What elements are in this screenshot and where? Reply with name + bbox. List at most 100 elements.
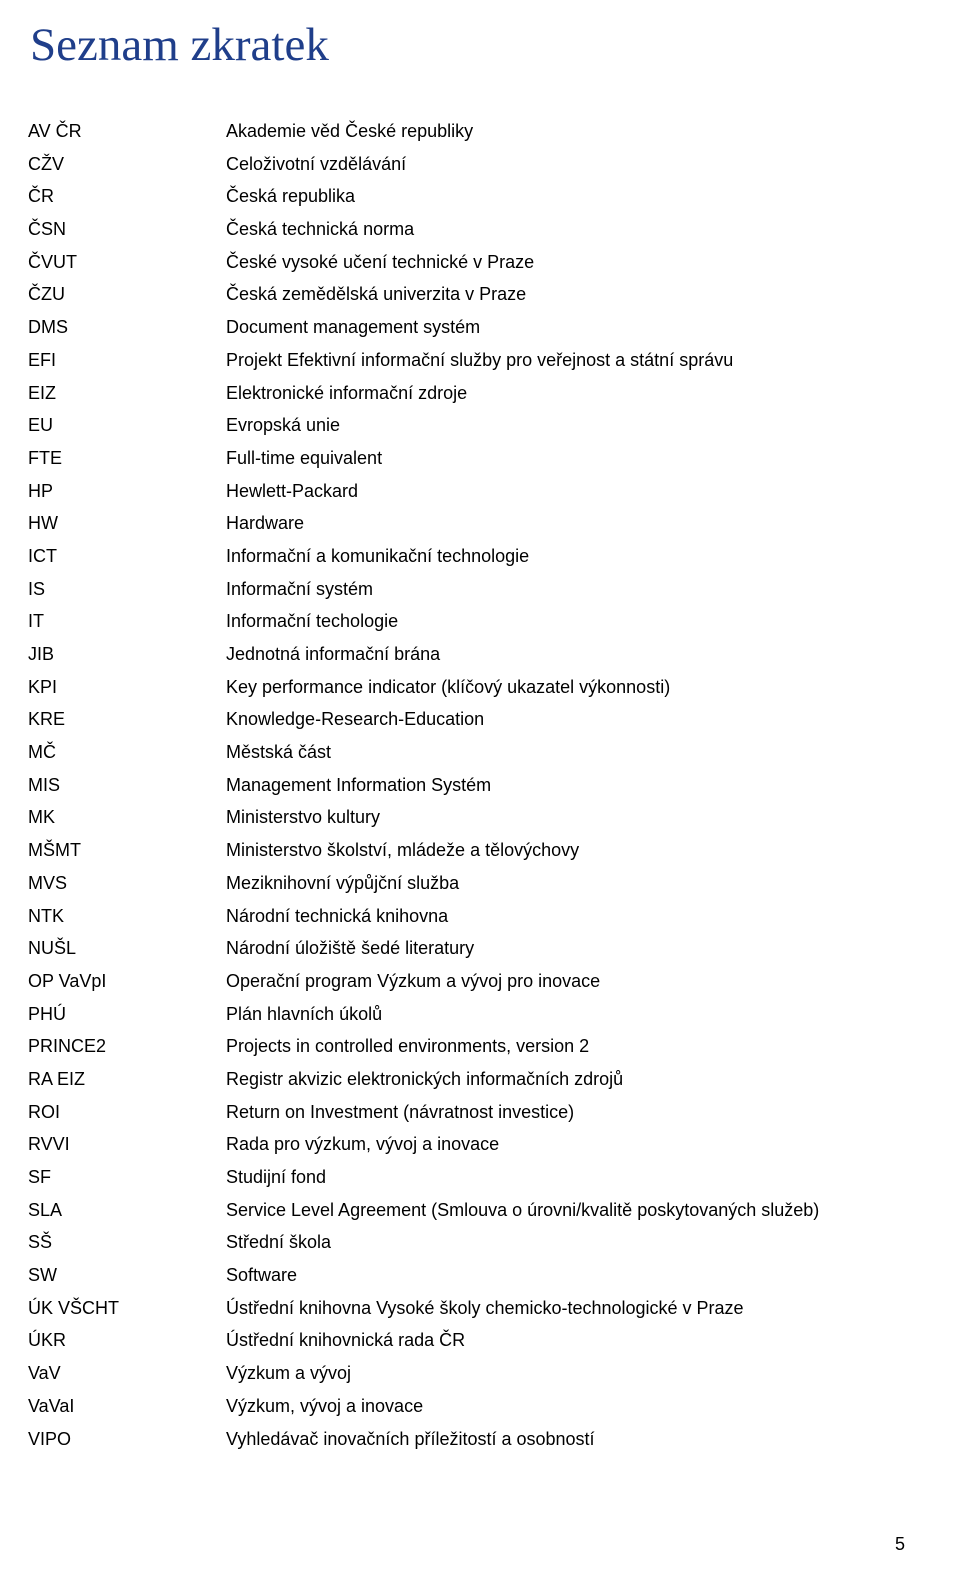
abbrev-cell: PRINCE2: [28, 1037, 226, 1070]
abbrev-cell: FTE: [28, 449, 226, 482]
abbrev-cell: VaVaI: [28, 1397, 226, 1430]
table-row: PHÚPlán hlavních úkolů: [28, 1005, 910, 1038]
abbrev-cell: HW: [28, 514, 226, 547]
table-row: PRINCE2Projects in controlled environmen…: [28, 1037, 910, 1070]
abbrev-cell: ÚKR: [28, 1331, 226, 1364]
table-row: NTKNárodní technická knihovna: [28, 907, 910, 940]
abbrev-cell: RVVI: [28, 1135, 226, 1168]
definition-cell: Ministerstvo kultury: [226, 808, 910, 841]
definition-cell: Vyhledávač inovačních příležitostí a oso…: [226, 1430, 910, 1463]
abbrev-cell: EIZ: [28, 384, 226, 417]
abbrev-cell: MŠMT: [28, 841, 226, 874]
definition-cell: Informační systém: [226, 580, 910, 613]
definition-cell: Výzkum, vývoj a inovace: [226, 1397, 910, 1430]
abbrev-cell: CŽV: [28, 155, 226, 188]
definition-cell: Národní úložiště šedé literatury: [226, 939, 910, 972]
abbrev-cell: EFI: [28, 351, 226, 384]
definition-cell: Střední škola: [226, 1233, 910, 1266]
definition-cell: Return on Investment (návratnost investi…: [226, 1103, 910, 1136]
definition-cell: Rada pro výzkum, vývoj a inovace: [226, 1135, 910, 1168]
table-row: VIPOVyhledávač inovačních příležitostí a…: [28, 1430, 910, 1463]
table-row: MČMěstská část: [28, 743, 910, 776]
table-row: NUŠLNárodní úložiště šedé literatury: [28, 939, 910, 972]
table-row: MVSMeziknihovní výpůjční služba: [28, 874, 910, 907]
definition-cell: Hardware: [226, 514, 910, 547]
definition-cell: Elektronické informační zdroje: [226, 384, 910, 417]
abbrev-cell: ČZU: [28, 285, 226, 318]
definition-cell: Akademie věd České republiky: [226, 122, 910, 155]
table-row: ISInformační systém: [28, 580, 910, 613]
abbrev-cell: DMS: [28, 318, 226, 351]
table-row: ČZUČeská zemědělská univerzita v Praze: [28, 285, 910, 318]
definition-cell: Knowledge-Research-Education: [226, 710, 910, 743]
abbrev-cell: PHÚ: [28, 1005, 226, 1038]
table-row: CŽVCeloživotní vzdělávání: [28, 155, 910, 188]
table-row: SWSoftware: [28, 1266, 910, 1299]
abbrev-cell: ROI: [28, 1103, 226, 1136]
table-row: ICTInformační a komunikační technologie: [28, 547, 910, 580]
definition-cell: Městská část: [226, 743, 910, 776]
abbrev-cell: NUŠL: [28, 939, 226, 972]
definition-cell: Projekt Efektivní informační služby pro …: [226, 351, 910, 384]
abbrev-cell: AV ČR: [28, 122, 226, 155]
definition-cell: Ministerstvo školství, mládeže a tělovýc…: [226, 841, 910, 874]
abbrev-cell: JIB: [28, 645, 226, 678]
table-row: OP VaVpIOperační program Výzkum a vývoj …: [28, 972, 910, 1005]
table-row: ČVUTČeské vysoké učení technické v Praze: [28, 253, 910, 286]
table-row: SFStudijní fond: [28, 1168, 910, 1201]
definition-cell: Plán hlavních úkolů: [226, 1005, 910, 1038]
abbrev-cell: VaV: [28, 1364, 226, 1397]
definition-cell: Výzkum a vývoj: [226, 1364, 910, 1397]
abbrev-cell: MIS: [28, 776, 226, 809]
definition-cell: Ústřední knihovna Vysoké školy chemicko-…: [226, 1299, 910, 1332]
table-row: MISManagement Information Systém: [28, 776, 910, 809]
table-row: SŠStřední škola: [28, 1233, 910, 1266]
abbrev-cell: MČ: [28, 743, 226, 776]
table-row: SLAService Level Agreement (Smlouva o úr…: [28, 1201, 910, 1234]
abbrev-cell: ČR: [28, 187, 226, 220]
definition-cell: Česká zemědělská univerzita v Praze: [226, 285, 910, 318]
table-row: JIBJednotná informační brána: [28, 645, 910, 678]
abbrev-cell: ÚK VŠCHT: [28, 1299, 226, 1332]
table-row: KREKnowledge-Research-Education: [28, 710, 910, 743]
table-row: RVVIRada pro výzkum, vývoj a inovace: [28, 1135, 910, 1168]
abbrev-cell: EU: [28, 416, 226, 449]
abbrev-cell: NTK: [28, 907, 226, 940]
abbreviation-table: AV ČRAkademie věd České republikyCŽVCelo…: [28, 122, 910, 1462]
definition-cell: Management Information Systém: [226, 776, 910, 809]
table-row: ÚK VŠCHTÚstřední knihovna Vysoké školy c…: [28, 1299, 910, 1332]
table-row: VaVaIVýzkum, vývoj a inovace: [28, 1397, 910, 1430]
table-row: ČRČeská republika: [28, 187, 910, 220]
table-row: ROIReturn on Investment (návratnost inve…: [28, 1103, 910, 1136]
abbrev-cell: KPI: [28, 678, 226, 711]
abbrev-cell: RA EIZ: [28, 1070, 226, 1103]
table-row: ITInformační techologie: [28, 612, 910, 645]
table-row: HPHewlett-Packard: [28, 482, 910, 515]
abbrev-cell: HP: [28, 482, 226, 515]
table-row: EFIProjekt Efektivní informační služby p…: [28, 351, 910, 384]
abbrev-cell: ČSN: [28, 220, 226, 253]
abbrev-cell: KRE: [28, 710, 226, 743]
table-row: HWHardware: [28, 514, 910, 547]
definition-cell: České vysoké učení technické v Praze: [226, 253, 910, 286]
definition-cell: Evropská unie: [226, 416, 910, 449]
definition-cell: Key performance indicator (klíčový ukaza…: [226, 678, 910, 711]
definition-cell: Informační a komunikační technologie: [226, 547, 910, 580]
table-row: ÚKRÚstřední knihovnická rada ČR: [28, 1331, 910, 1364]
definition-cell: Document management systém: [226, 318, 910, 351]
definition-cell: Operační program Výzkum a vývoj pro inov…: [226, 972, 910, 1005]
definition-cell: Registr akvizic elektronických informačn…: [226, 1070, 910, 1103]
definition-cell: Projects in controlled environments, ver…: [226, 1037, 910, 1070]
abbrev-cell: SF: [28, 1168, 226, 1201]
table-row: VaVVýzkum a vývoj: [28, 1364, 910, 1397]
table-row: ČSNČeská technická norma: [28, 220, 910, 253]
page-number: 5: [895, 1534, 905, 1555]
definition-cell: Celoživotní vzdělávání: [226, 155, 910, 188]
definition-cell: Studijní fond: [226, 1168, 910, 1201]
definition-cell: Informační techologie: [226, 612, 910, 645]
definition-cell: Full-time equivalent: [226, 449, 910, 482]
abbrev-cell: IS: [28, 580, 226, 613]
abbrev-cell: VIPO: [28, 1430, 226, 1463]
abbrev-cell: ICT: [28, 547, 226, 580]
table-row: EIZElektronické informační zdroje: [28, 384, 910, 417]
